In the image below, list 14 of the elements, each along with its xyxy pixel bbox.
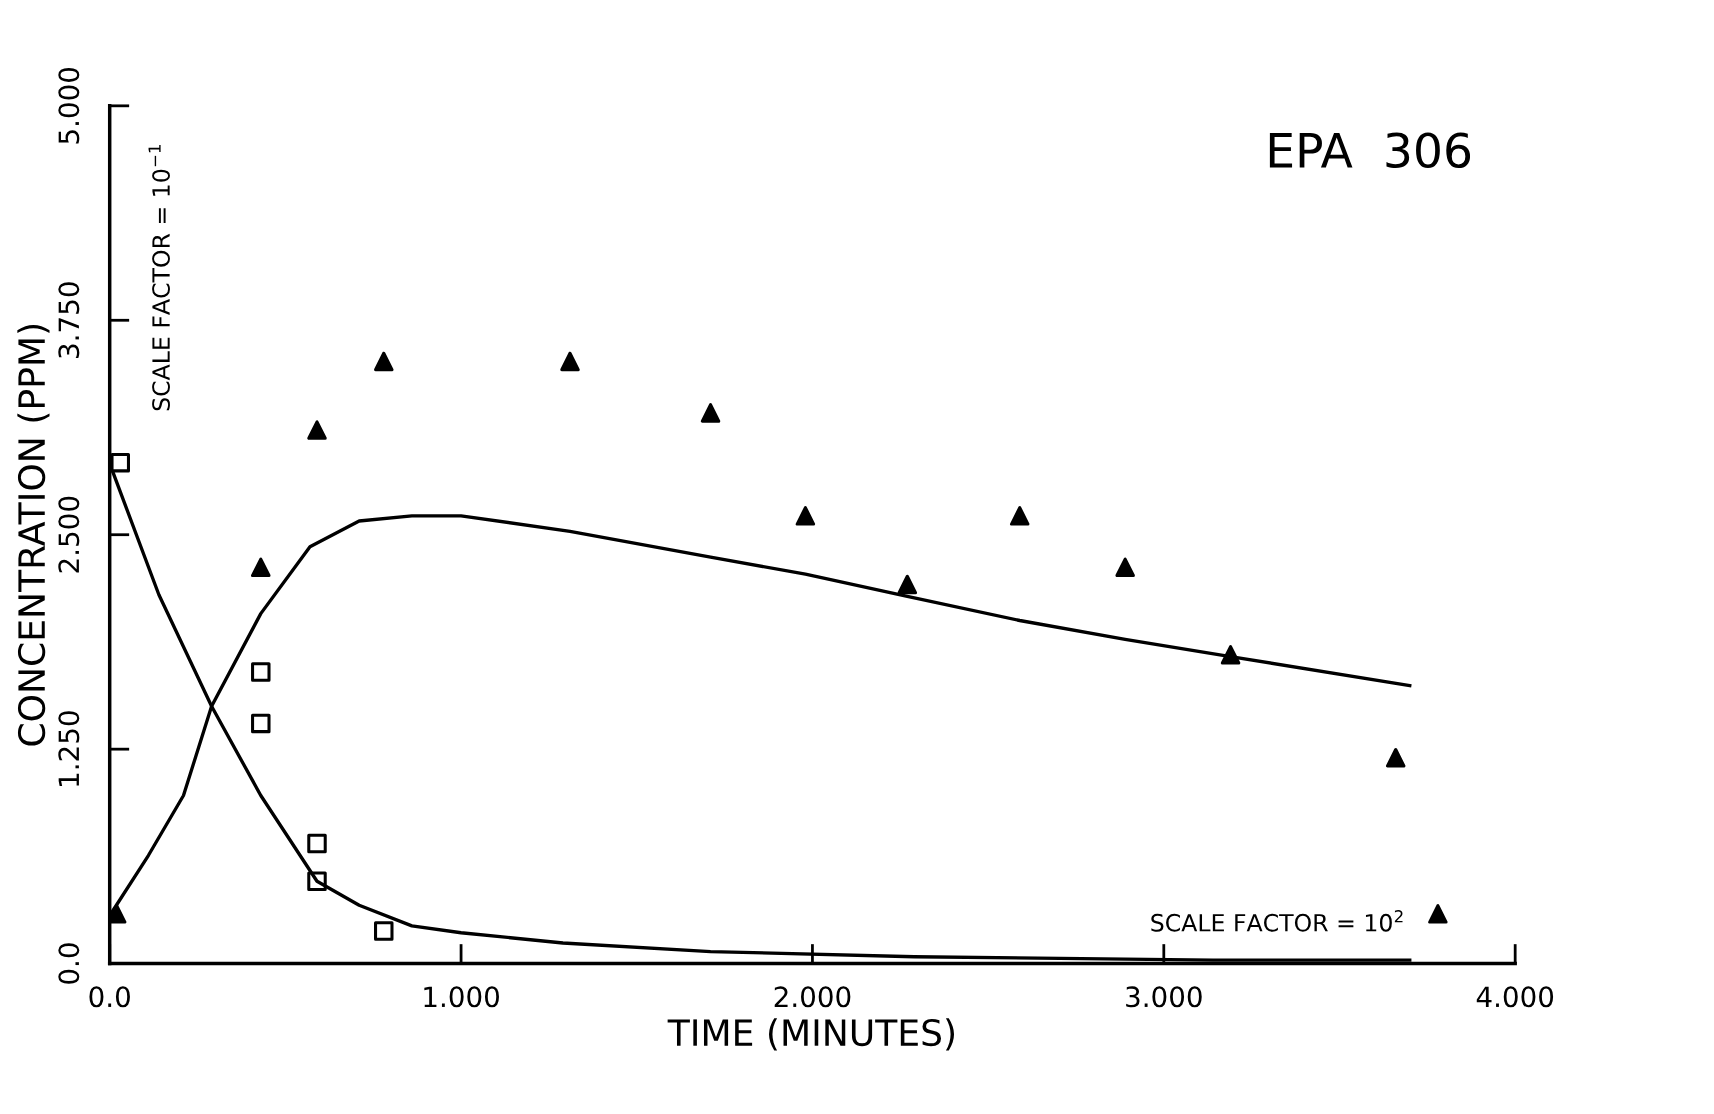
x-axis-title: TIME (MINUTES) — [667, 1018, 955, 1051]
x-tick-label: 0.0 — [89, 986, 130, 1008]
y-tick-label: 3.750 — [58, 282, 80, 358]
annotation: SCALE FACTOR = 10$^{2}$ — [1151, 910, 1403, 932]
x-tick-label: 2.000 — [774, 986, 851, 1008]
chart-title: EPA 306 — [1269, 132, 1471, 169]
y-tick-label: 1.250 — [58, 711, 80, 786]
x-tick-label: 1.000 — [424, 986, 499, 1008]
x-tick-label: 4.000 — [1476, 986, 1554, 1008]
y-tick-label: 2.500 — [58, 496, 80, 573]
y-axis-title: CONCENTRATION (PPM) — [17, 324, 50, 746]
y-tick-label: 5.000 — [58, 67, 80, 144]
x-tick-label: 3.000 — [1126, 986, 1202, 1008]
annotation: SCALE FACTOR = 10$^{−1}$ — [148, 145, 170, 411]
